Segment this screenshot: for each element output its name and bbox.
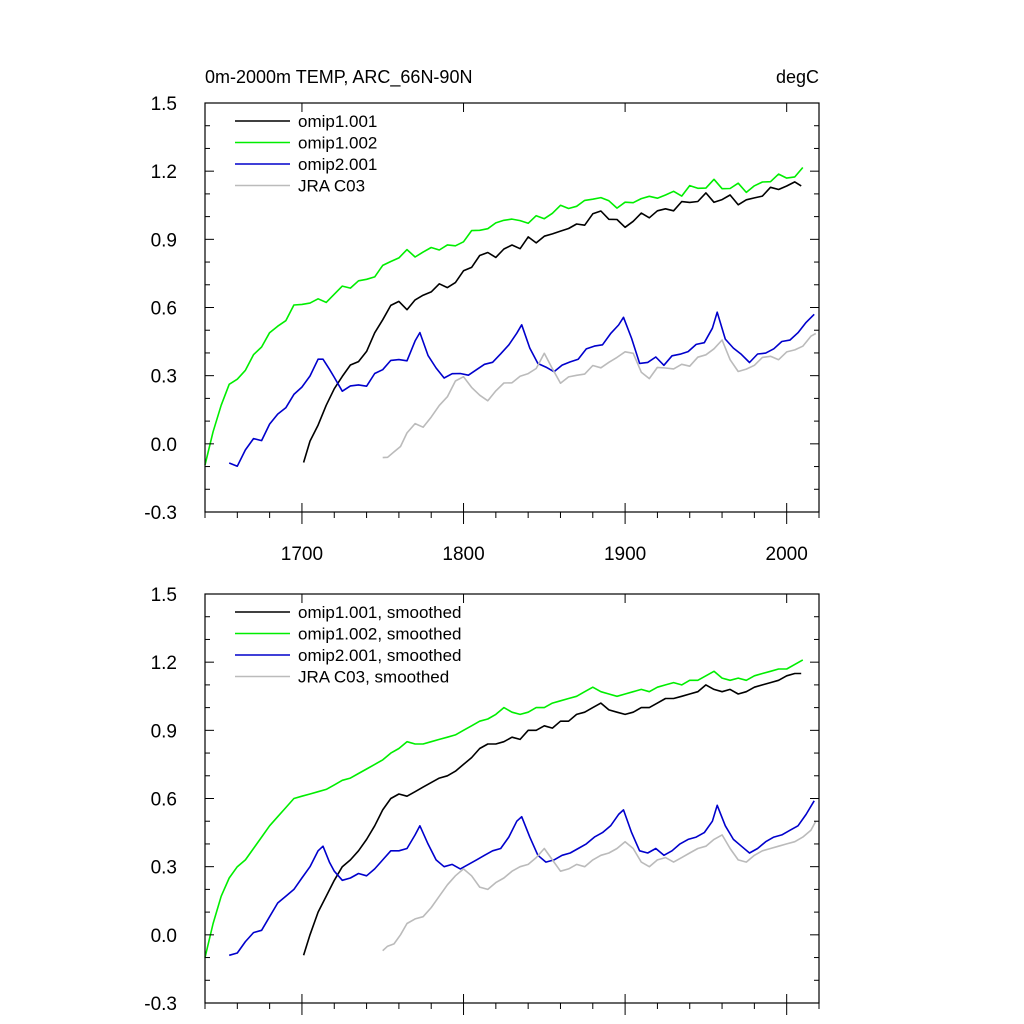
y-tick-label: -0.3 [144, 994, 177, 1015]
series-line-1 [204, 166, 804, 466]
panel-top: 0m-2000m TEMP, ARC_66N-90N degC -0.3 0.0 0… [144, 67, 820, 565]
series-line-3 [382, 332, 817, 459]
y-tick-label: 0.0 [151, 926, 177, 947]
legend: omip1.001, smoothed omip1.002, smoothed om… [235, 603, 462, 687]
y-tick-label: 1.5 [151, 94, 177, 115]
series-line-0 [302, 672, 802, 956]
panel-bottom: -0.3 0.0 0.3 0.6 0.9 1.2 1.5 omip1.001, smooth… [144, 585, 820, 1015]
series-line-2 [228, 311, 815, 467]
legend-label: omip1.001, smoothed [298, 603, 462, 622]
y-tick-label: 1.2 [151, 162, 177, 183]
series-line-1 [204, 659, 804, 958]
y-tick-label: 0.6 [151, 790, 177, 811]
legend-label: JRA C03 [298, 177, 365, 196]
legend-label: JRA C03, smoothed [298, 668, 449, 687]
y-tick-label: 1.2 [151, 653, 177, 674]
x-tick-label: 1700 [281, 544, 323, 565]
chart-title: 0m-2000m TEMP, ARC_66N-90N [205, 67, 472, 88]
y-tick-label: 0.3 [151, 858, 177, 879]
y-tick-label: -0.3 [144, 503, 177, 524]
legend-label: omip2.001 [298, 155, 377, 174]
legend-label: omip1.002, smoothed [298, 625, 462, 644]
y-tick-label: 0.0 [151, 435, 177, 456]
y-tick-label: 0.6 [151, 299, 177, 320]
x-tick-label: 1900 [604, 544, 646, 565]
legend-label: omip2.001, smoothed [298, 646, 462, 665]
legend: omip1.001 omip1.002 omip2.001 JRA C03 [235, 112, 377, 196]
legend-label: omip1.002 [298, 134, 377, 153]
legend-label: omip1.001 [298, 112, 377, 131]
y-tick-label: 0.9 [151, 721, 177, 742]
series-line-3 [382, 820, 817, 952]
y-tick-label: 1.5 [151, 585, 177, 606]
y-tick-label: 0.9 [151, 230, 177, 251]
y-tick-label: 0.3 [151, 367, 177, 388]
x-tick-label: 1800 [442, 544, 484, 565]
x-tick-label: 2000 [766, 544, 808, 565]
units-label: degC [776, 67, 819, 87]
series-line-0 [302, 181, 802, 463]
series-line-2 [228, 800, 815, 957]
